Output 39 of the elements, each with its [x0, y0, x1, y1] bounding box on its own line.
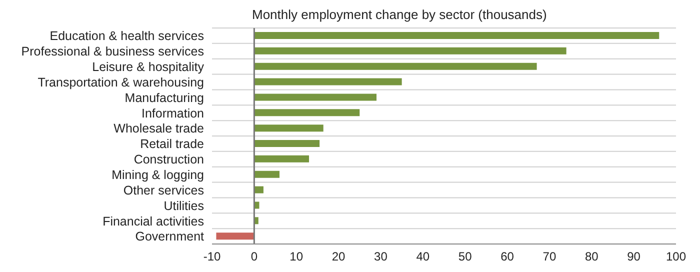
x-tick-label: 90 — [627, 250, 641, 264]
bar — [216, 232, 254, 240]
x-tick-label: 60 — [500, 250, 514, 264]
x-tick-label: 20 — [332, 250, 346, 264]
bar — [254, 32, 660, 39]
x-tick-label: 100 — [666, 250, 686, 264]
y-tick-label: Education & health services — [50, 29, 204, 44]
x-tick-label: -10 — [203, 250, 221, 264]
chart-title: Monthly employment change by sector (thousands) — [252, 7, 547, 22]
bar — [254, 47, 566, 54]
y-tick-label: Government — [135, 230, 205, 244]
y-tick-label: Financial activities — [102, 214, 204, 228]
x-tick-label: 50 — [458, 250, 472, 264]
bar — [254, 78, 402, 86]
bar — [254, 186, 264, 194]
y-tick-label: Leisure & hospitality — [92, 60, 205, 74]
bar — [254, 140, 320, 147]
y-tick-label: Utilities — [164, 198, 204, 213]
y-tick-label: Retail trade — [140, 137, 204, 152]
y-tick-label: Other services — [123, 183, 204, 198]
x-tick-label: 70 — [542, 250, 556, 264]
bar — [254, 94, 377, 101]
bar — [254, 62, 537, 70]
y-tick-label: Wholesale trade — [114, 122, 204, 136]
y-tick-label: Professional & business services — [21, 44, 204, 59]
bar — [254, 155, 310, 162]
x-tick-label: 40 — [416, 250, 430, 264]
y-tick-label: Information — [141, 106, 204, 120]
y-tick-label: Mining & logging — [112, 168, 204, 182]
bar — [254, 109, 360, 116]
bar — [254, 170, 280, 178]
x-tick-label: 30 — [374, 250, 388, 264]
x-tick-label: 10 — [290, 250, 304, 264]
bar — [254, 124, 324, 132]
x-tick-label: 0 — [250, 250, 258, 264]
x-tick-label: 80 — [584, 250, 599, 264]
y-tick-label: Construction — [134, 152, 204, 167]
y-tick-label: Transportation & warehousing — [38, 75, 204, 90]
y-tick-label: Manufacturing — [124, 90, 204, 105]
